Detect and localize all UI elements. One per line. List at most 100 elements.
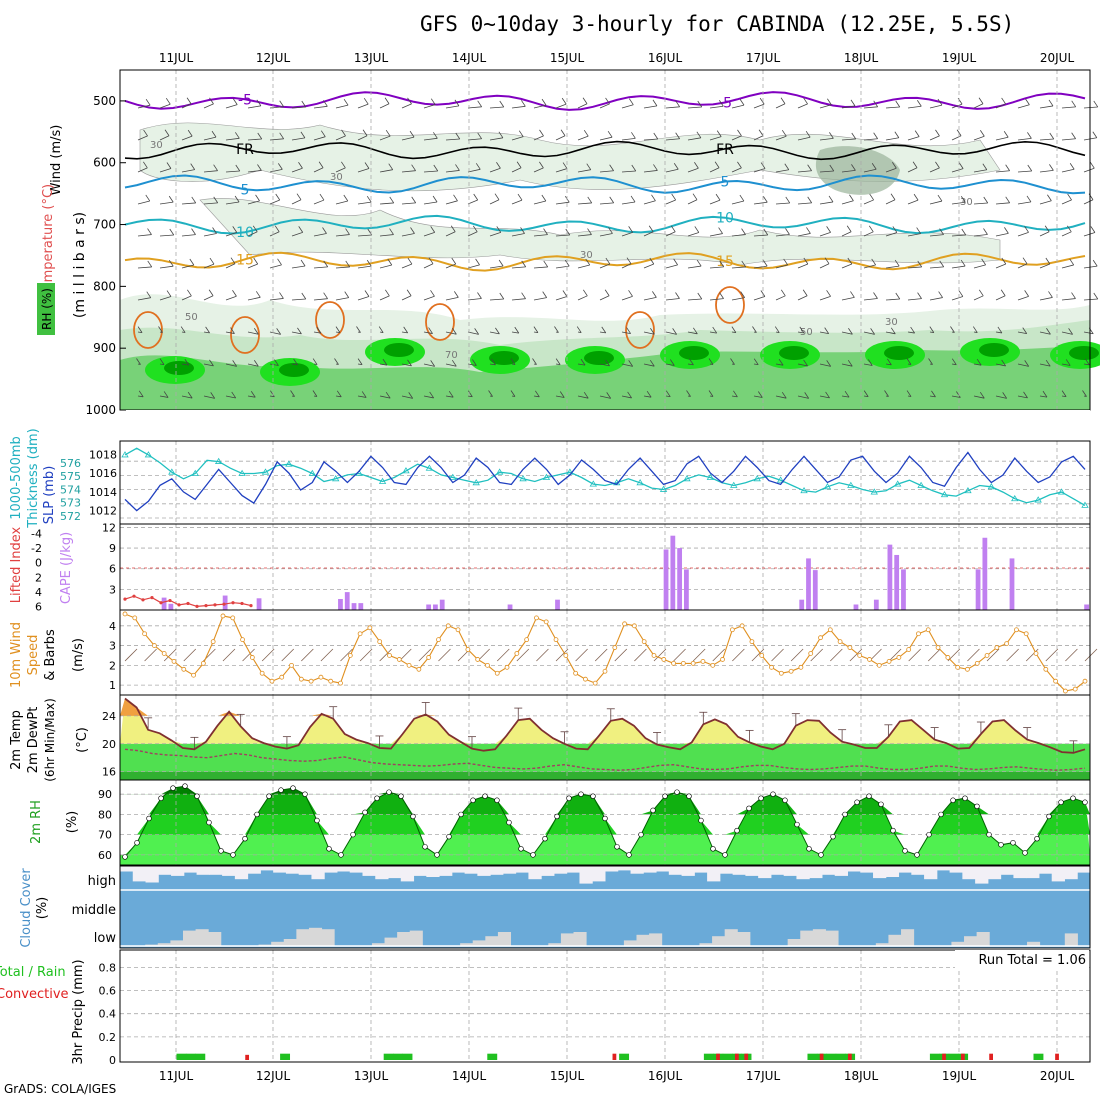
wind-barb-flag — [477, 100, 483, 108]
wind10m-tick-label: 1 — [109, 679, 116, 692]
wind-barb-flag — [234, 132, 240, 139]
wind-barb-flag — [848, 328, 853, 335]
wind-barb-flag — [628, 226, 633, 233]
wind-barb — [599, 170, 614, 173]
wind-barb-flag — [279, 292, 284, 299]
wind10m-barb — [222, 648, 236, 662]
wind-barb-flag — [334, 358, 339, 365]
wind-barb-flag — [1047, 194, 1052, 201]
wind-barb — [841, 200, 854, 205]
wind10m-barb — [790, 648, 804, 662]
wind-barb-flag — [783, 258, 789, 266]
wind10m-marker — [1053, 678, 1059, 684]
isotherm-label: 10 — [236, 225, 254, 241]
rh-band-below-60 — [120, 854, 1090, 865]
wind-barb — [1083, 232, 1096, 237]
wind-barb — [489, 363, 496, 366]
wind-barb-flag — [410, 227, 415, 234]
wind-barb-flag — [455, 132, 461, 140]
wind-barb-flag — [929, 326, 935, 333]
wind10m-marker — [200, 660, 206, 666]
rh2m-marker — [1034, 835, 1040, 842]
wind10m-marker — [416, 666, 422, 672]
wind10m-marker — [171, 658, 177, 664]
wind-barb-flag — [829, 132, 834, 139]
cape-bar — [507, 604, 513, 610]
wind-barb — [335, 331, 341, 334]
slp-tick-label: 1018 — [89, 448, 117, 461]
wind-barb-flag — [542, 291, 548, 298]
wind-barb-flag — [825, 391, 830, 399]
wind-barb-flag — [208, 289, 214, 296]
wind10m-marker — [514, 651, 520, 656]
wind-barb-flag — [826, 360, 832, 367]
wind-barb-flag — [935, 129, 940, 137]
precip-convective-bar — [245, 1054, 250, 1060]
wind-barb-flag — [345, 228, 350, 235]
wind-barb — [577, 234, 592, 237]
axis-label-temperature: Temperature (°C) — [41, 184, 56, 297]
wind-barb-flag — [1005, 164, 1010, 171]
rh2m-marker — [1010, 840, 1016, 846]
axis-label-rh2m: 2m RH — [29, 800, 44, 844]
li-marker — [204, 604, 208, 608]
wind10m-barb — [849, 648, 863, 662]
wind-barb — [577, 395, 589, 399]
wind-barb-flag — [499, 292, 505, 300]
wind-barb — [203, 295, 214, 301]
cape-bar — [344, 592, 350, 610]
cloud-high-bar — [924, 866, 938, 880]
wind-barb-flag — [300, 259, 306, 267]
wind-barb-flag — [210, 392, 216, 399]
wind-barb-flag — [147, 260, 153, 268]
wind10m-marker — [1033, 651, 1039, 656]
wind-barb-flag — [357, 358, 363, 365]
wind-barb-flag — [958, 162, 964, 169]
cloud-high-bar — [1077, 866, 1091, 873]
cloud-high-bar — [796, 866, 810, 880]
wind-barb — [687, 167, 699, 173]
wind-barb — [731, 331, 736, 334]
rh2m-marker — [602, 815, 608, 822]
wind-barb — [907, 266, 922, 269]
wind-barb — [995, 136, 1009, 141]
cloud-high-bar — [847, 866, 861, 872]
wind-barb — [753, 103, 765, 109]
cape-bar — [799, 599, 805, 610]
wind-barb-flag — [430, 98, 436, 105]
wind10m-marker — [671, 660, 676, 666]
precip-total-bar — [722, 1053, 733, 1060]
wind-barb-flag — [189, 258, 195, 266]
wind-barb-flag — [279, 132, 285, 140]
rh2m-marker — [902, 848, 908, 854]
cloud-high-bar — [273, 866, 287, 873]
run-total-label: Run Total = 1.06 — [978, 953, 1086, 968]
rh2m-marker — [650, 807, 656, 814]
wind-barb-flag — [951, 358, 957, 365]
cloud-high-bar — [1000, 866, 1014, 875]
wind-barb — [269, 138, 284, 141]
wind10m-marker — [220, 613, 226, 619]
upper-air-gap — [120, 410, 1090, 440]
cloud-high-bar — [605, 866, 619, 872]
cloud-high-bar — [1064, 866, 1078, 880]
cloud-low-bar — [623, 940, 637, 946]
li-tick-label: 2 — [35, 571, 42, 584]
wind-barb — [819, 231, 831, 237]
rh2m-marker — [374, 795, 380, 801]
wind-barb — [995, 202, 1010, 205]
wind-barb-flag — [895, 100, 901, 108]
isotherm-20-loop — [715, 286, 745, 324]
cloud-high-bar — [260, 866, 274, 871]
wind10m-marker — [818, 635, 823, 641]
wind10m-marker — [289, 662, 294, 668]
isotherm-label: 5 — [721, 175, 730, 191]
rh-area-core — [584, 351, 614, 365]
wind-barb — [247, 105, 261, 109]
wind-barb — [423, 395, 434, 399]
wind10m-marker — [279, 674, 285, 680]
wind-barb-flag — [741, 260, 747, 268]
wind-barb-flag — [409, 130, 415, 138]
wind-barb — [401, 136, 415, 141]
wind-barb — [489, 137, 503, 141]
